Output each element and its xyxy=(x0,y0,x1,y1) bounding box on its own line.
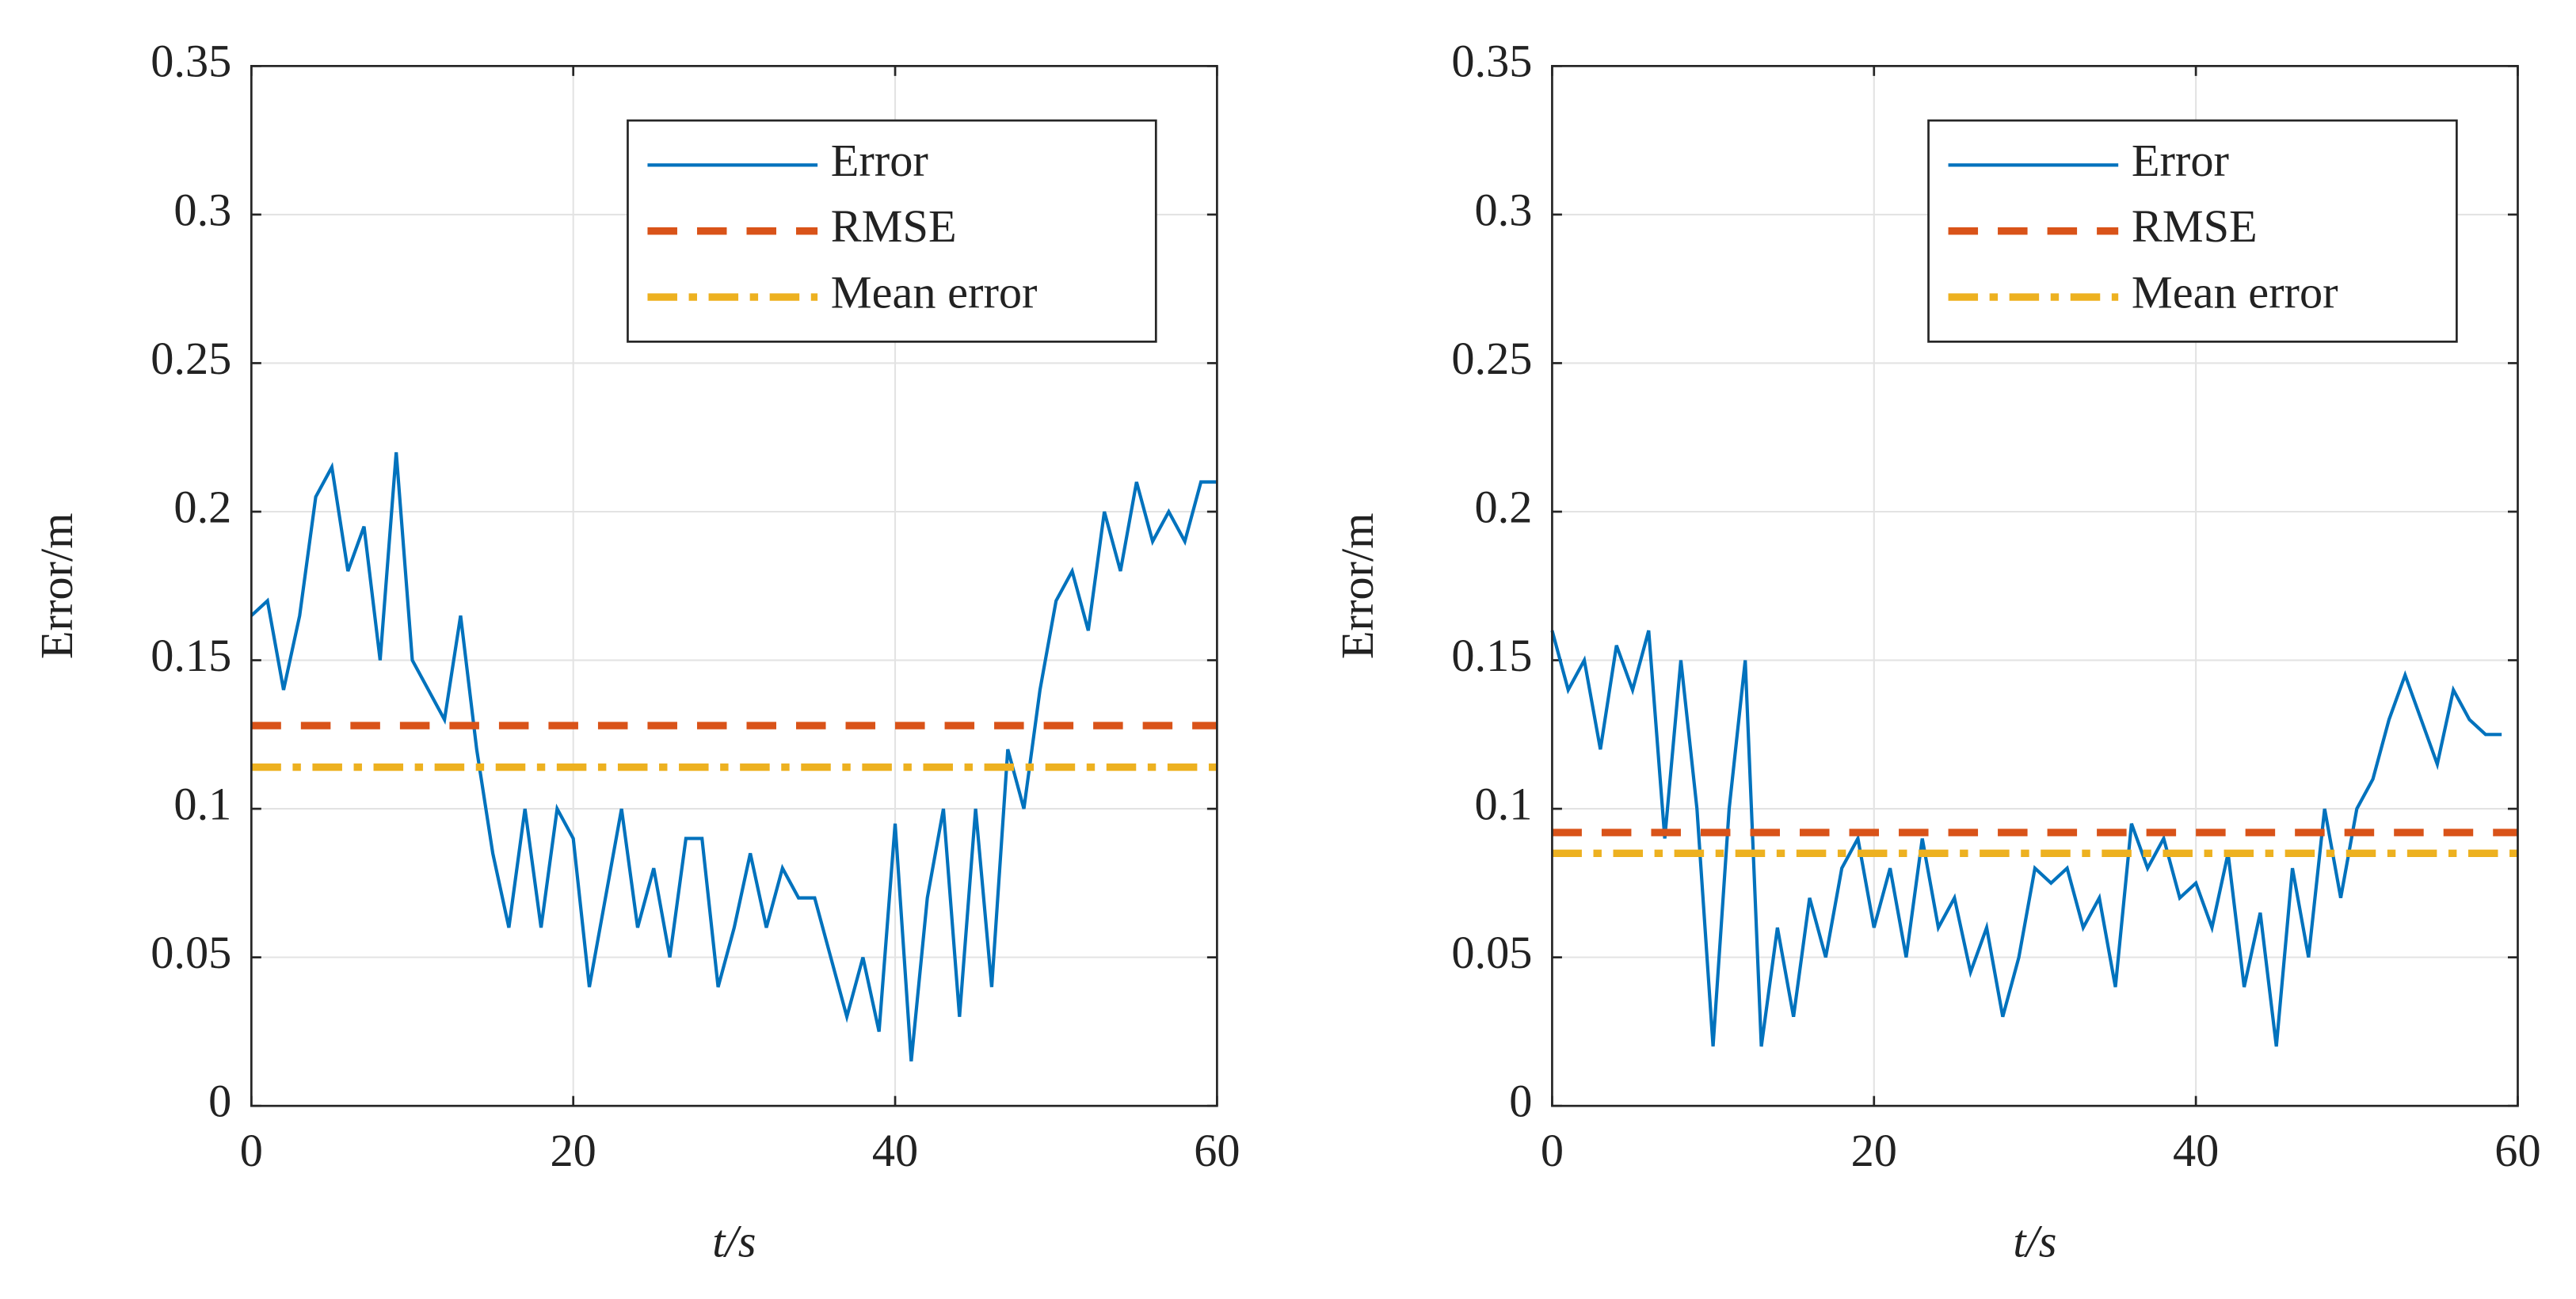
y-tick-label: 0 xyxy=(208,1076,231,1127)
x-tick-label: 40 xyxy=(2173,1125,2219,1176)
y-tick-label: 0.2 xyxy=(173,481,231,532)
y-tick-label: 0.3 xyxy=(1474,184,1532,235)
x-tick-label: 60 xyxy=(2494,1125,2540,1176)
legend-label: Mean error xyxy=(2132,266,2338,318)
y-axis-label: Error/m xyxy=(31,512,82,659)
chart: 0 20 40 60 0 0.05 0.1 0.15 0.2 0.25 0.3 0.35 t/s Erro… xyxy=(31,36,1240,1267)
x-axis-label: t/s xyxy=(2013,1216,2056,1267)
chart: 0 20 40 60 0 0.05 0.1 0.15 0.2 0.25 0.3 0.35 t/s Erro… xyxy=(1332,36,2540,1267)
legend: Error RMSE Mean error xyxy=(1927,119,2458,343)
y-tick-label: 0.15 xyxy=(1451,630,1532,681)
x-tick-label: 60 xyxy=(1194,1125,1240,1176)
y-tick-label: 0.2 xyxy=(1474,481,1532,532)
y-tick-label: 0.25 xyxy=(1451,333,1532,384)
y-tick-label: 0.05 xyxy=(1451,927,1532,978)
y-tick-label: 0.25 xyxy=(151,333,231,384)
y-axis-label: Error/m xyxy=(1332,512,1383,659)
y-tick-label: 0.1 xyxy=(173,778,231,829)
x-tick-label: 20 xyxy=(551,1125,596,1176)
x-tick-label: 0 xyxy=(1541,1125,1564,1176)
y-tick-label: 0.35 xyxy=(151,36,231,87)
legend-label: Mean error xyxy=(831,266,1038,318)
legend: Error RMSE Mean error xyxy=(627,119,1157,343)
x-tick-label: 20 xyxy=(1851,1125,1897,1176)
series-line xyxy=(1550,630,2502,1047)
legend-label: RMSE xyxy=(831,200,957,252)
y-tick-label: 0 xyxy=(1509,1076,1532,1127)
x-tick-label: 0 xyxy=(240,1125,263,1176)
legend-label: Error xyxy=(831,135,928,186)
legend-label: RMSE xyxy=(2132,200,2258,252)
series-line xyxy=(250,451,1218,1062)
y-tick-label: 0.35 xyxy=(1451,36,1532,87)
y-tick-label: 0.15 xyxy=(151,630,231,681)
x-tick-label: 40 xyxy=(872,1125,918,1176)
legend-label: Error xyxy=(2132,135,2229,186)
y-tick-label: 0.3 xyxy=(173,184,231,235)
plot-frame xyxy=(1551,65,2519,1107)
x-axis-label: t/s xyxy=(712,1216,756,1267)
y-tick-label: 0.1 xyxy=(1474,778,1532,829)
y-tick-label: 0.05 xyxy=(151,927,231,978)
plot-frame xyxy=(250,65,1218,1107)
